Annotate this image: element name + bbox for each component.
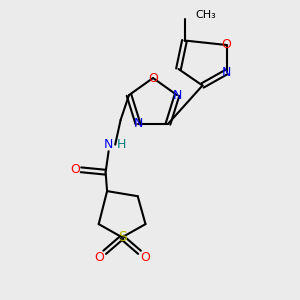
Text: H: H <box>117 138 127 151</box>
Text: O: O <box>94 251 104 264</box>
Text: N: N <box>172 88 182 102</box>
Text: S: S <box>118 230 127 244</box>
Text: CH₃: CH₃ <box>195 10 216 20</box>
Text: O: O <box>222 38 231 52</box>
Text: N: N <box>133 117 143 130</box>
Text: O: O <box>148 71 158 85</box>
Text: N: N <box>104 138 113 151</box>
Text: O: O <box>140 251 150 264</box>
Text: N: N <box>222 65 231 79</box>
Text: O: O <box>70 163 80 176</box>
